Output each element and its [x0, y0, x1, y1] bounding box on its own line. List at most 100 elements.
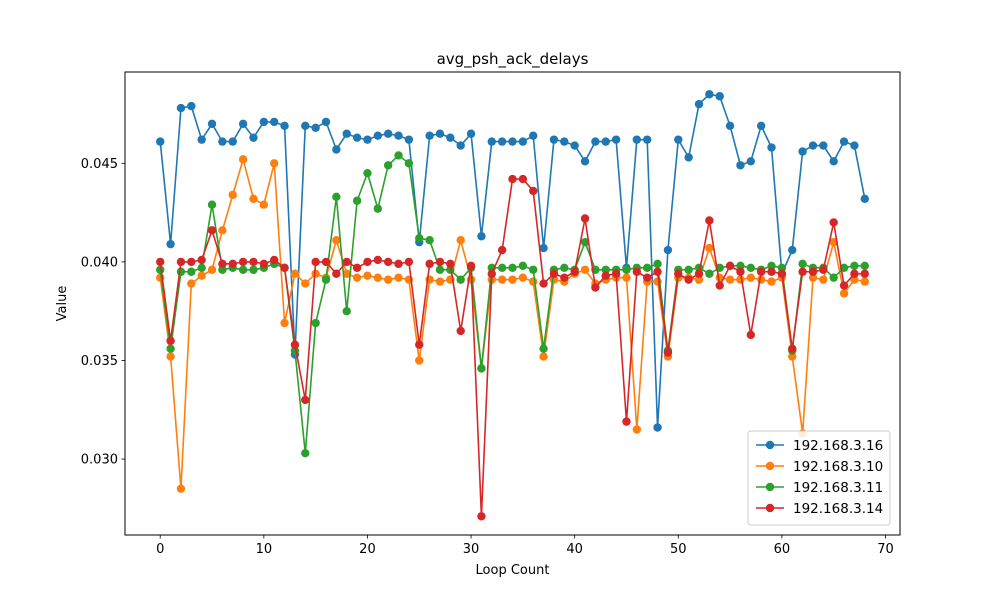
y-axis-label: Value — [55, 286, 70, 322]
data-point — [301, 395, 310, 405]
y-tick-label: 0.030 — [81, 453, 118, 468]
data-point — [383, 161, 393, 170]
data-point — [394, 151, 403, 160]
data-point — [725, 121, 735, 131]
data-point — [270, 255, 279, 265]
series-192-168-3-16 — [156, 90, 869, 432]
data-point — [456, 141, 465, 150]
data-point — [238, 265, 248, 274]
data-point — [591, 283, 600, 292]
legend-box — [747, 430, 891, 526]
data-point — [373, 273, 383, 282]
data-point — [539, 352, 548, 361]
data-point — [332, 269, 341, 278]
data-point — [808, 273, 818, 282]
data-point — [756, 267, 766, 276]
data-point — [850, 261, 859, 271]
data-point — [352, 196, 362, 205]
data-point — [425, 259, 434, 269]
data-point — [798, 259, 807, 269]
x-axis-label: Loop Count — [476, 563, 550, 578]
data-point — [850, 269, 859, 278]
data-point — [166, 336, 175, 345]
data-point — [456, 275, 465, 284]
data-point — [394, 273, 403, 282]
data-point — [674, 269, 683, 278]
data-point — [311, 269, 320, 278]
data-point — [218, 265, 227, 274]
data-point — [508, 137, 517, 146]
data-point — [187, 257, 196, 267]
data-point — [249, 257, 258, 267]
legend-label: 192.168.3.16 — [793, 438, 883, 454]
data-point — [601, 265, 610, 274]
data-point — [529, 131, 538, 140]
data-point — [332, 145, 341, 154]
data-point — [674, 135, 683, 144]
data-point — [642, 263, 652, 273]
data-point — [508, 263, 517, 273]
data-point — [207, 265, 217, 274]
data-point — [694, 275, 704, 284]
data-point — [342, 129, 351, 138]
legend-marker — [765, 440, 775, 450]
data-point — [663, 245, 673, 255]
legend-label: 192.168.3.11 — [793, 480, 883, 496]
data-point — [197, 271, 206, 280]
data-point — [767, 267, 776, 276]
data-point — [487, 269, 496, 278]
data-point — [860, 269, 869, 278]
data-point — [332, 192, 341, 202]
data-point — [383, 257, 393, 267]
data-point — [591, 137, 600, 146]
data-point — [756, 121, 766, 131]
data-point — [176, 484, 186, 493]
data-point — [321, 275, 331, 284]
data-point — [808, 141, 818, 150]
data-point — [352, 273, 362, 282]
data-point — [580, 214, 590, 223]
data-point — [746, 157, 755, 166]
data-point — [477, 232, 486, 241]
legend-label: 192.168.3.10 — [793, 459, 883, 475]
data-point — [819, 275, 828, 284]
data-point — [497, 275, 507, 284]
data-point — [788, 352, 797, 361]
data-point — [788, 245, 797, 255]
data-point — [497, 137, 507, 146]
data-point — [270, 159, 279, 168]
data-point — [311, 257, 320, 267]
data-point — [653, 267, 662, 276]
data-point — [705, 90, 714, 99]
data-point — [383, 129, 393, 138]
legend-marker — [765, 461, 775, 471]
data-point — [839, 289, 849, 298]
data-point — [238, 119, 248, 129]
data-point — [373, 204, 383, 213]
data-point — [529, 277, 538, 286]
data-point — [632, 425, 642, 434]
data-point — [539, 243, 548, 253]
data-point — [280, 318, 289, 328]
data-point — [611, 135, 621, 144]
data-point — [218, 226, 227, 235]
data-point — [850, 141, 859, 150]
data-point — [228, 259, 237, 269]
data-point — [497, 263, 507, 273]
y-tick-label: 0.045 — [81, 157, 118, 172]
data-point — [197, 255, 206, 265]
data-point — [736, 161, 745, 170]
data-point — [218, 259, 227, 269]
data-point — [466, 261, 476, 271]
data-point — [435, 265, 445, 274]
data-point — [736, 261, 745, 271]
data-point — [446, 259, 455, 269]
data-point — [860, 194, 869, 203]
data-point — [352, 133, 362, 142]
data-point — [767, 143, 776, 152]
data-point — [601, 271, 610, 280]
data-point — [228, 190, 237, 200]
data-point — [394, 259, 403, 269]
data-point — [249, 133, 258, 142]
data-point — [642, 135, 652, 144]
